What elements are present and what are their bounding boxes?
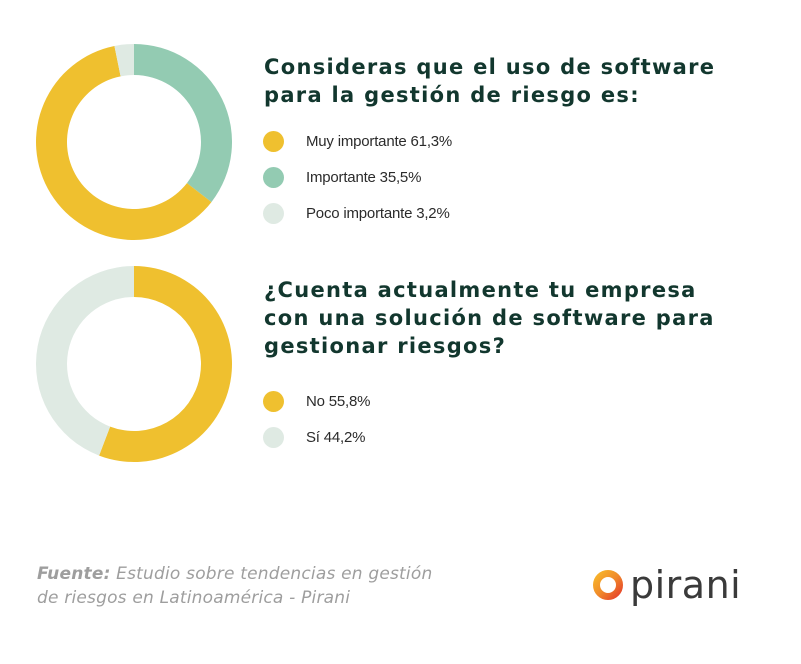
question-2-line-2: con una solución de software para [264, 306, 715, 330]
legend-label-no: No 55,8% [306, 392, 371, 410]
donut-slice-importante [134, 44, 232, 203]
legend-item-si: Sí 44,2% [263, 426, 370, 448]
legend-item-muy-importante: Muy importante 61,3% [263, 130, 452, 152]
legend-swatch-importante [263, 166, 284, 188]
donut-chart-software-importance [36, 44, 232, 240]
donut-chart-software-adoption [36, 266, 232, 462]
question-1-line-1: Consideras que el uso de software [264, 55, 716, 79]
legend-label-poco-importante: Poco importante 3,2% [306, 204, 450, 222]
donut-slice-sí [36, 266, 134, 456]
donut-slice-muy-importante [36, 45, 212, 240]
legend-item-importante: Importante 35,5% [263, 166, 452, 188]
pirani-logo-text: pirani [630, 563, 742, 607]
legend-1: Muy importante 61,3% Importante 35,5% Po… [263, 130, 452, 238]
source-label: Fuente: [37, 564, 111, 584]
pirani-logo-icon [593, 570, 623, 600]
legend-label-muy-importante: Muy importante 61,3% [306, 132, 453, 150]
pirani-logo: pirani [592, 563, 741, 607]
legend-swatch-muy-importante [263, 130, 284, 152]
question-1-line-2: para la gestión de riesgo es: [264, 83, 640, 107]
question-1-title: Consideras que el uso de software para l… [264, 53, 715, 109]
donut-slice-poco-importante [114, 44, 134, 77]
legend-swatch-no [263, 390, 284, 412]
question-2-line-3: gestionar riesgos? [264, 334, 507, 358]
donut-slice-no [99, 266, 232, 462]
question-2-line-1: ¿Cuenta actualmente tu empresa [264, 278, 697, 302]
legend-item-no: No 55,8% [263, 390, 370, 412]
source-text-line-1: Estudio sobre tendencias en gestión [110, 564, 433, 584]
source-note: Fuente: Estudio sobre tendencias en gest… [37, 562, 432, 610]
legend-2: No 55,8% Sí 44,2% [263, 390, 370, 462]
question-2-title: ¿Cuenta actualmente tu empresa con una s… [264, 276, 715, 360]
legend-item-poco-importante: Poco importante 3,2% [263, 202, 452, 224]
legend-swatch-si [263, 426, 284, 448]
source-text-line-2: de riesgos en Latinoamérica - Pirani [37, 588, 351, 608]
legend-label-si: Sí 44,2% [306, 428, 366, 446]
legend-label-importante: Importante 35,5% [306, 168, 422, 186]
legend-swatch-poco-importante [263, 202, 284, 224]
